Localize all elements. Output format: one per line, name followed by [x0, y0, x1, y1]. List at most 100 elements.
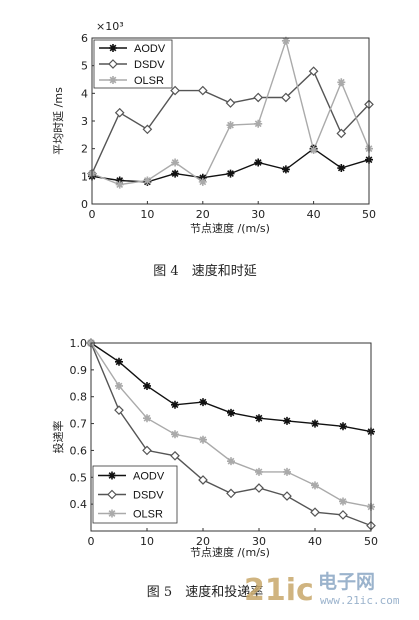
y-axis-label: 投递率: [51, 421, 65, 454]
chart-delivery-rate: 0 10 20 30 40 50 0.4 0.5 0.6 0.7 0.8 0.9 1.0 节点速度 /…: [51, 337, 378, 600]
y-multiplier: ×10³: [96, 20, 124, 33]
data-point-aodv: [337, 164, 346, 173]
data-point-dsdv: [197, 85, 208, 96]
data-point-dsdv: [226, 488, 236, 499]
legend-marker-aodv: [108, 471, 116, 480]
legend-marker-olsr: [109, 76, 117, 84]
legend-label-olsr: OLSR: [134, 75, 164, 87]
x-tick-label: 20: [196, 208, 210, 221]
legend-label-aodv: AODV: [133, 471, 165, 483]
data-point-aodv: [226, 169, 235, 178]
data-point-dsdv: [308, 66, 319, 77]
figure-caption: 图 4 速度和时延: [153, 263, 256, 279]
data-point-dsdv: [170, 85, 180, 96]
x-tick-label: 50: [364, 535, 378, 548]
data-point-olsr: [143, 176, 152, 185]
data-point-olsr: [198, 435, 208, 444]
data-point-olsr: [143, 414, 151, 423]
x-tick-label: 30: [252, 535, 266, 548]
legend-marker-dsdv: [107, 489, 117, 500]
legend: AODV DSDV OLSR: [93, 39, 173, 89]
data-point-dsdv: [198, 475, 208, 485]
x-tick-label: 40: [308, 535, 322, 548]
data-point-aodv: [282, 416, 292, 425]
y-tick-label: 0.4: [70, 498, 88, 511]
data-point-dsdv: [281, 92, 291, 103]
data-point-dsdv: [254, 483, 264, 493]
x-tick-label: 10: [140, 208, 154, 221]
legend-marker-dsdv: [108, 59, 118, 69]
watermark-logo: 21ic 电子网 www.21ic.com: [244, 570, 400, 608]
figure-caption: 图 5 速度和投递率: [147, 584, 263, 600]
data-point-aodv: [226, 408, 236, 417]
x-tick-label: 10: [140, 535, 154, 548]
y-tick-label: 4: [81, 87, 88, 100]
data-point-olsr: [254, 119, 263, 128]
y-tick-label: 2: [81, 143, 88, 156]
y-tick-label: 6: [81, 32, 88, 45]
x-tick-label: 40: [307, 208, 321, 221]
data-point-aodv: [170, 400, 180, 409]
legend-label-aodv: AODV: [134, 43, 166, 55]
data-point-dsdv: [114, 405, 124, 415]
data-point-dsdv: [253, 92, 264, 103]
data-point-dsdv: [142, 445, 152, 456]
series-line-aodv: [90, 342, 372, 433]
y-tick-label: 1: [81, 170, 88, 183]
data-point-olsr: [226, 121, 235, 130]
data-point-dsdv: [225, 98, 236, 108]
legend-label-dsdv: DSDV: [133, 490, 164, 502]
legend: AODV DSDV OLSR: [92, 465, 178, 524]
data-point-dsdv: [310, 507, 320, 518]
data-point-dsdv: [142, 124, 153, 135]
x-tick-label: 0: [89, 208, 96, 221]
watermark-brand-number: 21ic: [244, 573, 314, 608]
legend-label-olsr: OLSR: [133, 509, 163, 521]
data-point-aodv: [198, 398, 208, 407]
x-tick-label: 0: [88, 535, 95, 548]
watermark-brand-name: 电子网: [318, 570, 375, 593]
y-tick-label: 0.9: [70, 364, 88, 377]
x-tick-label: 20: [196, 535, 210, 548]
x-axis-label: 节点速度 /(m/s): [190, 221, 270, 235]
data-point-aodv: [255, 414, 263, 423]
x-tick-label: 30: [251, 208, 265, 221]
plot-frame: [90, 342, 372, 532]
y-tick-label: 1.0: [70, 337, 88, 350]
data-point-olsr: [114, 381, 124, 390]
data-point-aodv: [171, 169, 180, 178]
data-point-olsr: [198, 177, 207, 186]
data-point-aodv: [281, 165, 290, 174]
data-point-dsdv: [282, 491, 292, 501]
legend-marker-aodv: [109, 44, 117, 52]
data-point-dsdv: [114, 107, 125, 118]
data-point-aodv: [115, 357, 123, 366]
x-axis-label: 节点速度 /(m/s): [190, 545, 270, 559]
data-point-olsr: [170, 430, 180, 439]
data-point-dsdv: [338, 510, 348, 520]
legend-label-dsdv: DSDV: [134, 59, 165, 71]
data-point-olsr: [115, 180, 124, 189]
y-tick-label: 0.6: [70, 444, 88, 457]
y-tick-label: 0.8: [70, 391, 88, 404]
data-point-olsr: [254, 467, 264, 476]
data-point-olsr: [171, 158, 180, 167]
y-tick-label: 3: [81, 115, 88, 128]
chart-delay: ×10³ 0 10 20 30 40 50 0 1 2 3 4 5 6 节点速度 /(m/s) 平均时…: [52, 20, 376, 279]
data-point-aodv: [142, 381, 152, 390]
data-point-dsdv: [336, 128, 347, 139]
data-point-olsr: [337, 78, 346, 87]
data-point-olsr: [338, 497, 348, 506]
data-point-aodv: [338, 422, 348, 431]
data-point-olsr: [310, 481, 320, 490]
data-point-olsr: [281, 36, 290, 45]
plot-frame: [91, 37, 370, 205]
x-tick-label: 50: [362, 208, 376, 221]
y-tick-label: 0: [81, 198, 88, 211]
data-point-olsr: [282, 467, 292, 476]
data-point-dsdv: [170, 450, 180, 461]
watermark-url: www.21ic.com: [320, 594, 400, 607]
y-axis-label: 平均时延 /ms: [52, 87, 65, 155]
data-point-aodv: [310, 419, 320, 428]
